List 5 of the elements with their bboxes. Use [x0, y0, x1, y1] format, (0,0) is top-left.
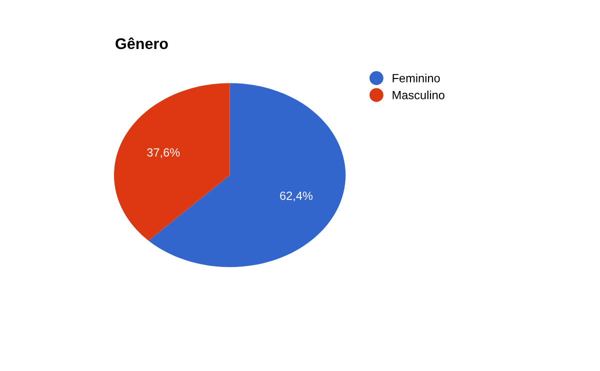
data-label: 37,6%: [147, 148, 180, 158]
legend-label: Masculino: [392, 90, 444, 100]
legend-label: Feminino: [392, 74, 440, 82]
data-label: 62,4%: [280, 192, 313, 202]
chart-title: Gênero: [116, 38, 168, 50]
